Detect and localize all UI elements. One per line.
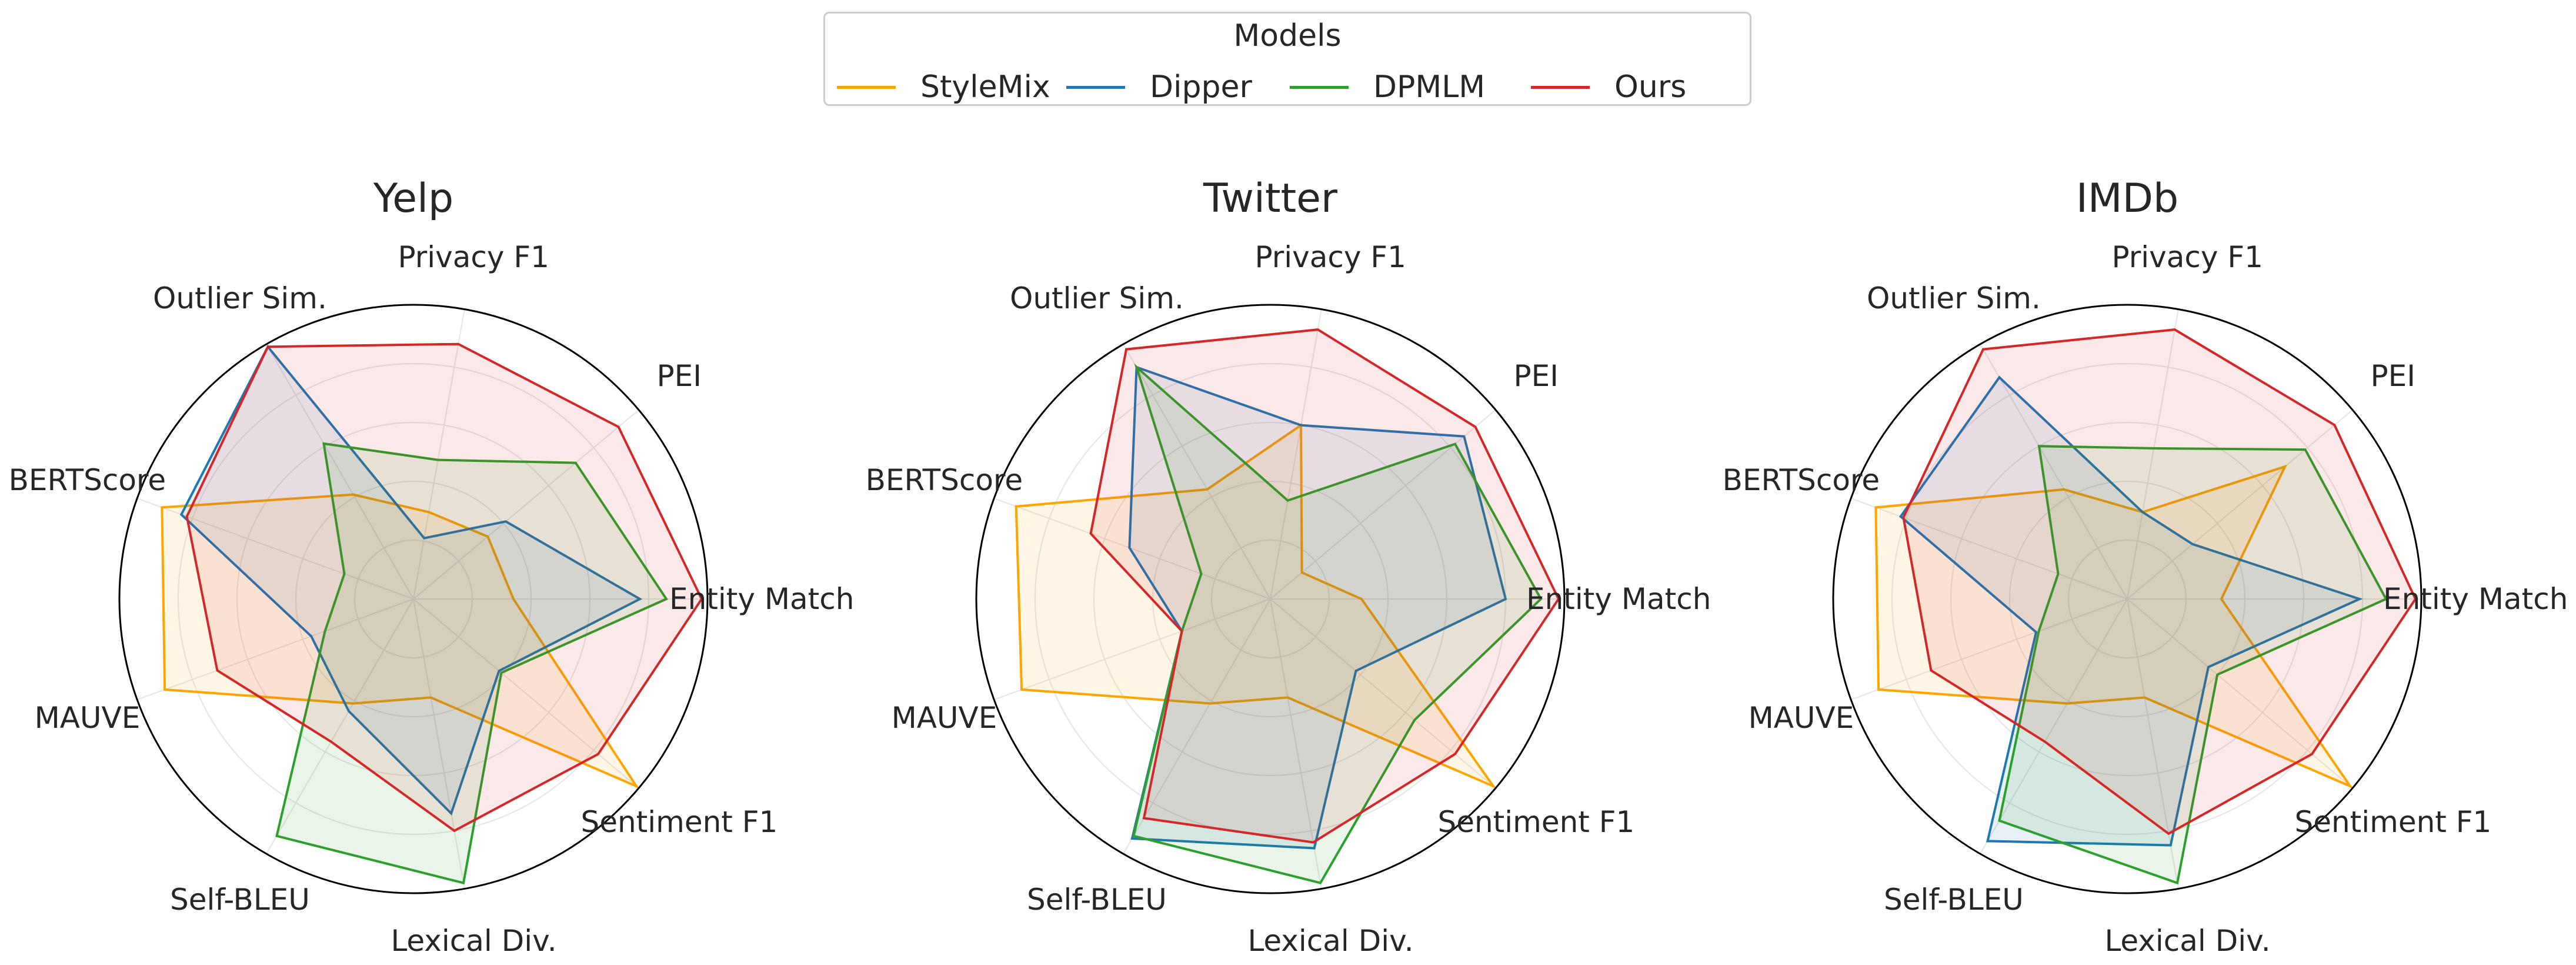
- series-area-stylemix: [1876, 467, 2351, 787]
- grid-spoke: [413, 309, 465, 600]
- axis-label: Outlier Sim.: [1010, 281, 1184, 316]
- series-line-ours: [185, 342, 703, 833]
- axis-label: PEI: [656, 358, 702, 393]
- grid-spoke: [1980, 598, 2128, 854]
- series-line-stylemix: [161, 493, 640, 789]
- axis-label: MAUVE: [1748, 700, 1854, 735]
- grid-spoke: [1980, 344, 2128, 600]
- axis-label: Entity Match: [1526, 582, 1711, 616]
- grid-spoke: [1270, 598, 1496, 789]
- grid-spoke: [266, 344, 414, 600]
- axis-label: Entity Match: [669, 582, 855, 616]
- series-area-stylemix: [162, 494, 637, 787]
- axis-label: Self-BLEU: [1027, 882, 1167, 917]
- axis-label: Sentiment F1: [2294, 805, 2492, 840]
- grid-spoke: [2127, 598, 2353, 789]
- grid-spoke: [993, 498, 1271, 600]
- series-area-dipper: [1900, 377, 2360, 846]
- series-area-dpmlm: [1133, 367, 1541, 883]
- radar-chart-imdb: [1832, 304, 2422, 894]
- series-area-ours: [1090, 330, 1559, 843]
- series-area-ours: [186, 344, 702, 831]
- axis-label: PEI: [2370, 358, 2415, 393]
- outer-circle: [1832, 304, 2422, 894]
- series-line-dpmlm: [1132, 363, 1543, 884]
- grid-spoke: [1123, 598, 1271, 854]
- series-area-dipper: [1129, 367, 1506, 848]
- series-area-dipper: [181, 347, 640, 814]
- legend-label: StyleMix: [920, 69, 1050, 105]
- axis-label: Sentiment F1: [580, 805, 778, 840]
- series-area-stylemix: [1016, 425, 1494, 787]
- axis-label: Outlier Sim.: [153, 281, 327, 316]
- legend-label: Dipper: [1150, 69, 1252, 105]
- legend-title: Models: [1233, 18, 1342, 54]
- series-line-dipper: [1899, 375, 2363, 847]
- axis-label: Self-BLEU: [1884, 882, 2024, 917]
- series-line-dipper: [1128, 365, 1507, 850]
- axis-label: PEI: [1513, 358, 1559, 393]
- series-line-ours: [1089, 328, 1560, 844]
- grid-spoke: [413, 598, 639, 789]
- series-line-stylemix: [1015, 422, 1497, 789]
- radar-chart-yelp: [118, 304, 709, 894]
- axis-label: Privacy F1: [1254, 239, 1406, 274]
- series-line-dpmlm: [1998, 445, 2388, 885]
- legend-swatch: [1290, 86, 1349, 89]
- axis-label: Lexical Div.: [1247, 924, 1414, 959]
- axis-label: Entity Match: [2383, 582, 2568, 616]
- axis-label: Lexical Div.: [391, 924, 557, 959]
- axis-label: Sentiment F1: [1437, 805, 1635, 840]
- legend-swatch: [1531, 86, 1590, 89]
- grid-spoke: [1270, 309, 1322, 600]
- grid-spoke: [1270, 409, 1496, 600]
- grid-spoke: [2127, 598, 2179, 889]
- grid-spoke: [2127, 409, 2353, 600]
- axis-label: BERTScore: [865, 463, 1023, 498]
- grid-spoke: [413, 409, 639, 600]
- legend-swatch: [837, 86, 896, 89]
- grid-spoke: [1850, 598, 2128, 700]
- grid-spoke: [1270, 598, 1322, 889]
- axis-label: Privacy F1: [2111, 239, 2263, 274]
- axis-label: Privacy F1: [398, 239, 549, 274]
- axis-label: BERTScore: [1722, 463, 1880, 498]
- grid-spoke: [993, 598, 1271, 700]
- grid-spoke: [1850, 498, 2128, 600]
- series-line-dipper: [179, 344, 643, 816]
- grid-spoke: [1123, 344, 1271, 600]
- series-area-dpmlm: [1999, 446, 2386, 883]
- grid-spoke: [266, 598, 414, 854]
- grid-spoke: [2127, 309, 2179, 600]
- axis-label: BERTScore: [8, 463, 166, 498]
- radar-chart-twitter: [975, 304, 1566, 894]
- chart-title: IMDb: [2076, 175, 2179, 222]
- axis-label: Self-BLEU: [170, 882, 310, 917]
- series-area-ours: [1903, 330, 2415, 834]
- series-line-ours: [1902, 328, 2417, 836]
- legend-swatch: [1066, 86, 1125, 89]
- legend-label: Ours: [1614, 69, 1687, 105]
- legend-label: DPMLM: [1373, 69, 1486, 105]
- axis-label: Outlier Sim.: [1867, 281, 2041, 316]
- series-line-stylemix: [1874, 464, 2354, 789]
- outer-circle: [118, 304, 709, 894]
- chart-title: Twitter: [1203, 175, 1337, 222]
- chart-title: Yelp: [373, 175, 454, 222]
- outer-circle: [975, 304, 1566, 894]
- axis-label: Lexical Div.: [2104, 924, 2271, 959]
- legend: Models StyleMix Dipper DPMLM Ours: [823, 12, 1751, 106]
- axis-label: MAUVE: [34, 700, 141, 735]
- grid-spoke: [136, 598, 414, 700]
- series-line-dpmlm: [275, 442, 668, 885]
- axis-label: MAUVE: [891, 700, 997, 735]
- grid-spoke: [413, 598, 465, 889]
